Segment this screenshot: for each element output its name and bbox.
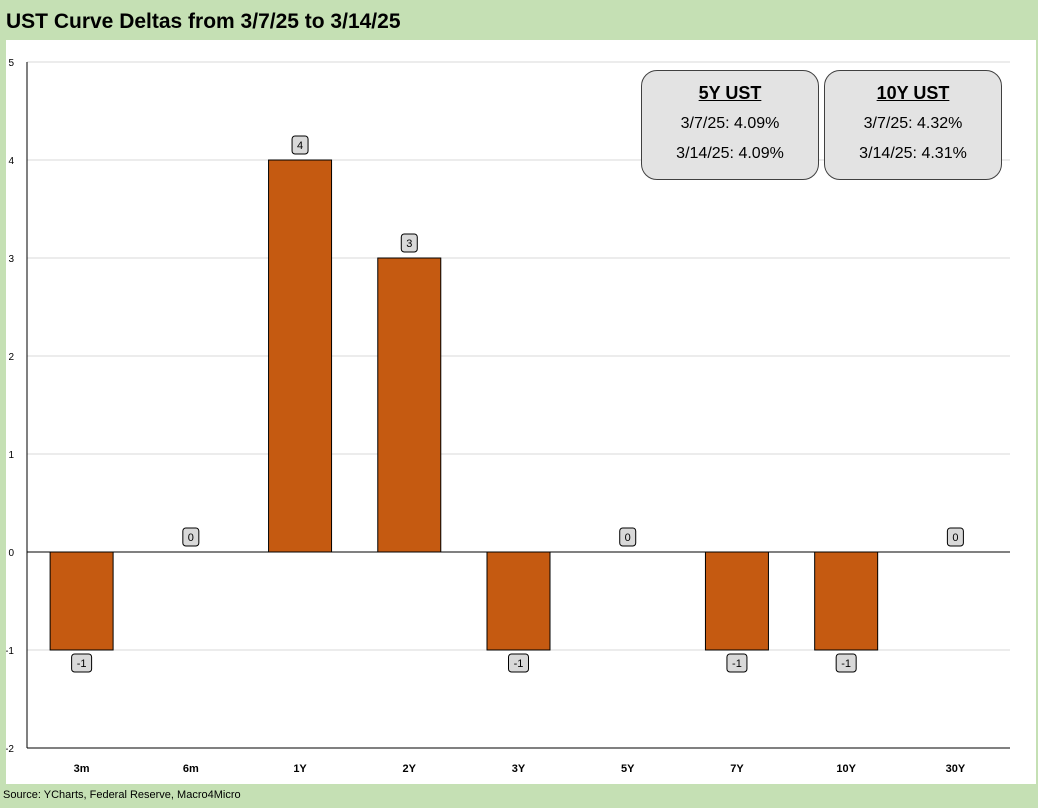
info-box-title: 10Y UST bbox=[876, 83, 950, 103]
y-tick-label: 4 bbox=[8, 156, 14, 167]
data-label-value: -1 bbox=[77, 658, 87, 670]
bar-7y bbox=[704, 551, 769, 651]
info-box-title: 5Y UST bbox=[698, 83, 762, 103]
x-tick-label: 30Y bbox=[946, 763, 966, 775]
data-label-box bbox=[508, 653, 529, 673]
data-label-value: -1 bbox=[841, 658, 851, 670]
data-label: 0 bbox=[182, 527, 200, 547]
y-tick-label: -2 bbox=[6, 744, 14, 755]
y-tick-label: 2 bbox=[8, 352, 14, 363]
data-label: -1 bbox=[726, 653, 748, 673]
data-label: -1 bbox=[508, 653, 529, 673]
x-tick-label: 3Y bbox=[512, 763, 526, 775]
y-tick-label: -1 bbox=[6, 646, 14, 657]
x-tick-label: 6m bbox=[183, 763, 199, 775]
data-label: 3 bbox=[400, 233, 418, 253]
data-label: 4 bbox=[291, 135, 309, 155]
data-label-value: 3 bbox=[406, 238, 412, 250]
bar-1y bbox=[268, 159, 333, 553]
gridlines bbox=[27, 61, 1010, 651]
data-label-value: -1 bbox=[514, 658, 524, 670]
x-tick-label: 2Y bbox=[403, 763, 417, 775]
data-label-box bbox=[946, 527, 964, 547]
data-label-value: 4 bbox=[297, 140, 303, 152]
info-box-line: 3/7/25: 4.09% bbox=[680, 115, 780, 132]
data-label-value: 0 bbox=[188, 532, 194, 544]
y-tick-label: 3 bbox=[8, 254, 14, 265]
data-label-box bbox=[726, 653, 748, 673]
info-box-line: 3/7/25: 4.32% bbox=[863, 115, 963, 132]
bars bbox=[49, 159, 879, 651]
info-box-line: 3/14/25: 4.09% bbox=[676, 145, 784, 162]
info-box-line: 3/14/25: 4.31% bbox=[859, 145, 967, 162]
y-tick-label: 0 bbox=[8, 548, 14, 559]
bar-2y bbox=[377, 257, 442, 553]
x-tick-label: 1Y bbox=[293, 763, 307, 775]
info-box-5y-ust: 5Y UST 3/7/25: 4.09% 3/14/25: 4.09% bbox=[641, 70, 819, 180]
source-note: Source: YCharts, Federal Reserve, Macro4… bbox=[3, 789, 241, 801]
y-tick-label: 5 bbox=[8, 58, 14, 69]
data-label: -1 bbox=[71, 653, 93, 673]
data-label-value: 0 bbox=[952, 532, 958, 544]
chart-title: UST Curve Deltas from 3/7/25 to 3/14/25 bbox=[6, 10, 401, 33]
y-tick-label: 1 bbox=[8, 450, 14, 461]
data-label-box bbox=[619, 527, 637, 547]
data-label: 0 bbox=[946, 527, 964, 547]
data-label-value: -1 bbox=[732, 658, 742, 670]
bar-3y bbox=[486, 551, 551, 651]
data-label-box bbox=[400, 233, 418, 253]
data-label-box bbox=[182, 527, 200, 547]
x-tick-label: 10Y bbox=[836, 763, 856, 775]
data-label-box bbox=[835, 653, 857, 673]
data-labels: -1 0 4 3 -1 0 -1 -1 0 bbox=[71, 135, 964, 673]
data-label-value: 0 bbox=[625, 532, 631, 544]
data-label: -1 bbox=[835, 653, 857, 673]
x-tick-label: 3m bbox=[74, 763, 90, 775]
x-tick-label: 5Y bbox=[621, 763, 635, 775]
bar-10y bbox=[814, 551, 879, 651]
data-label: 0 bbox=[619, 527, 637, 547]
bar-3m bbox=[49, 551, 114, 651]
info-box-10y-ust: 10Y UST 3/7/25: 4.32% 3/14/25: 4.31% bbox=[824, 70, 1002, 180]
x-tick-label: 7Y bbox=[730, 763, 744, 775]
data-label-box bbox=[291, 135, 309, 155]
data-label-box bbox=[71, 653, 93, 673]
axes: -2 -1 0 1 2 3 4 5 3m 6m 1Y 2Y 3Y 5Y 7Y 10Y 30Y bbox=[6, 58, 1010, 775]
